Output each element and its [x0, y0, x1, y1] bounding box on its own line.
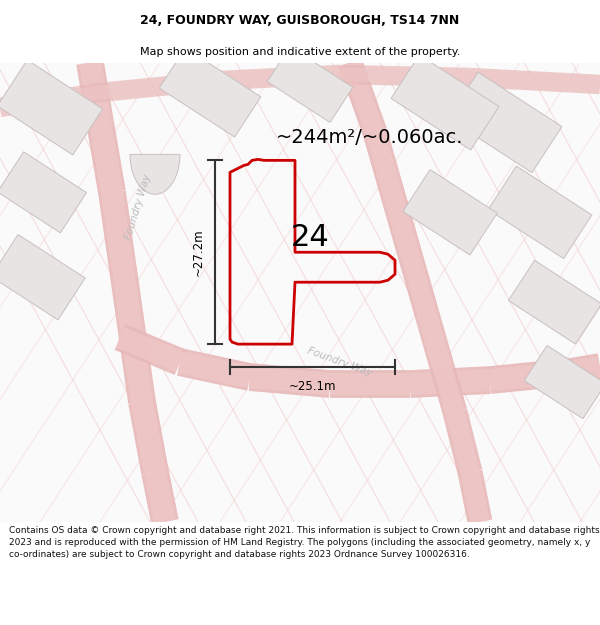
Text: Contains OS data © Crown copyright and database right 2021. This information is : Contains OS data © Crown copyright and d…: [9, 526, 599, 559]
Text: 24: 24: [290, 222, 329, 252]
Text: 24, FOUNDRY WAY, GUISBOROUGH, TS14 7NN: 24, FOUNDRY WAY, GUISBOROUGH, TS14 7NN: [140, 14, 460, 27]
Text: ~27.2m: ~27.2m: [192, 228, 205, 276]
Text: Foundry Way: Foundry Way: [307, 346, 374, 378]
Polygon shape: [0, 60, 103, 155]
Polygon shape: [488, 166, 592, 259]
Polygon shape: [0, 152, 86, 233]
Text: Map shows position and indicative extent of the property.: Map shows position and indicative extent…: [140, 47, 460, 57]
Polygon shape: [267, 46, 353, 122]
Polygon shape: [524, 346, 600, 419]
Polygon shape: [159, 48, 261, 137]
Text: Foundry Way: Foundry Way: [123, 173, 153, 241]
Text: ~244m²/~0.060ac.: ~244m²/~0.060ac.: [276, 128, 464, 147]
Polygon shape: [130, 154, 180, 194]
Polygon shape: [391, 55, 499, 150]
Text: ~25.1m: ~25.1m: [289, 380, 336, 393]
Polygon shape: [403, 169, 497, 255]
Polygon shape: [508, 261, 600, 344]
Polygon shape: [0, 234, 85, 320]
Polygon shape: [448, 72, 562, 172]
